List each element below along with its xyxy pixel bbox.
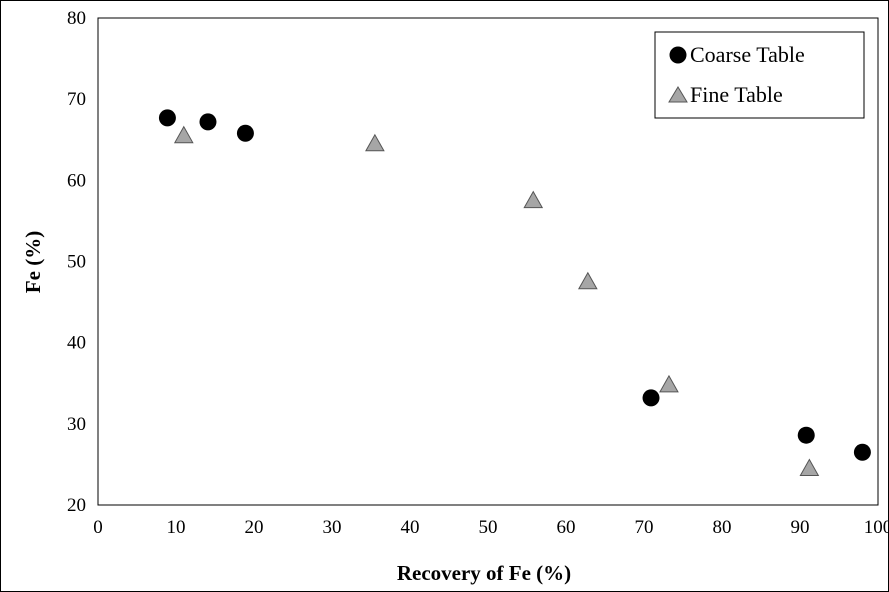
- x-axis: 0 10 20 30 40 50 60 70 80 90 100: [93, 517, 889, 538]
- y-axis-title: Fe (%): [21, 231, 45, 293]
- x-tick-label: 40: [401, 517, 420, 538]
- legend: Coarse Table Fine Table: [654, 31, 865, 119]
- data-point: [236, 124, 254, 142]
- y-tick-label: 80: [67, 8, 86, 29]
- x-axis-title: Recovery of Fe (%): [397, 561, 571, 585]
- data-point: [642, 389, 660, 407]
- data-point: [173, 125, 194, 144]
- data-point: [797, 426, 815, 444]
- y-tick-label: 60: [67, 170, 86, 191]
- legend-marker-fine: [668, 86, 688, 103]
- x-tick-label: 70: [635, 517, 654, 538]
- x-tick-label: 10: [167, 517, 186, 538]
- data-points: [158, 109, 871, 476]
- series-coarse-table: [158, 109, 871, 461]
- x-tick-label: 80: [713, 517, 732, 538]
- x-tick-label: 90: [791, 517, 810, 538]
- x-tick-label: 100: [864, 517, 889, 538]
- data-point: [365, 133, 385, 152]
- plot-area: [97, 17, 879, 506]
- x-tick-label: 20: [245, 517, 264, 538]
- y-axis: 20 30 40 50 60 70 80: [67, 8, 86, 516]
- x-tick-label: 50: [479, 517, 498, 538]
- x-tick-label: 30: [323, 517, 342, 538]
- legend-label-coarse: Coarse Table: [690, 42, 805, 67]
- data-point: [158, 109, 176, 127]
- x-tick-label: 60: [557, 517, 576, 538]
- series-fine-table: [173, 125, 820, 476]
- y-tick-label: 30: [67, 414, 86, 435]
- x-tick-label: 0: [93, 517, 103, 538]
- legend-marker-coarse: [669, 46, 687, 64]
- data-point: [199, 113, 217, 131]
- data-point: [523, 190, 544, 209]
- y-tick-label: 70: [67, 89, 86, 110]
- y-tick-label: 20: [67, 495, 86, 516]
- y-tick-label: 40: [67, 333, 86, 354]
- data-point: [799, 458, 820, 476]
- legend-label-fine: Fine Table: [690, 82, 783, 107]
- data-point: [659, 374, 679, 393]
- legend-box: [654, 31, 865, 119]
- y-tick-label: 50: [67, 252, 86, 273]
- data-point: [577, 271, 598, 290]
- data-point: [853, 443, 871, 461]
